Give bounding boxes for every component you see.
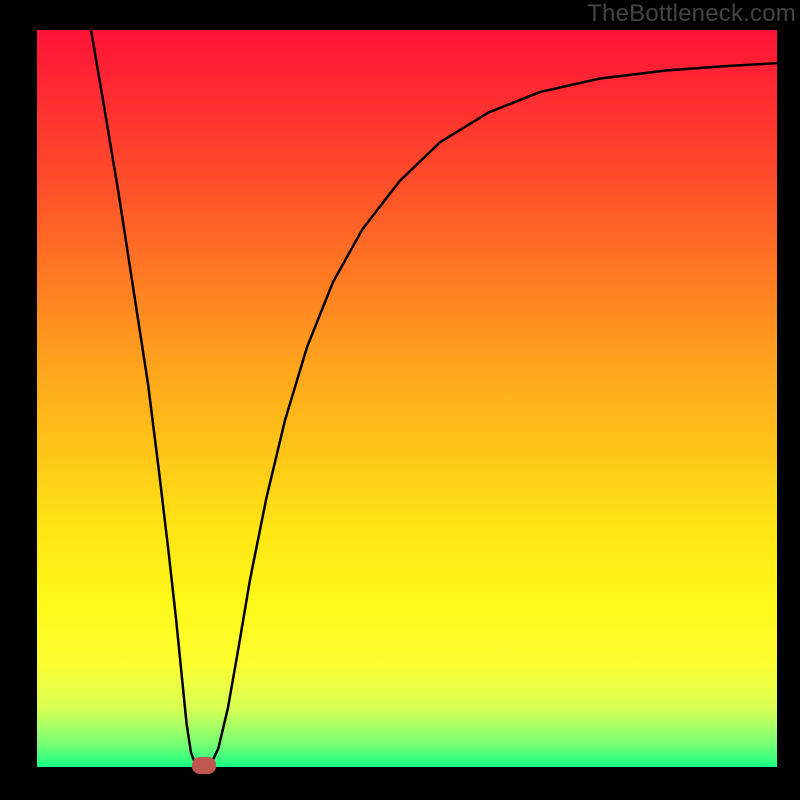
minimum-marker [192,757,216,774]
watermark-text: TheBottleneck.com [587,0,796,28]
chart-container: TheBottleneck.com [0,0,800,800]
plot-frame [37,30,777,767]
chart-background-gradient [37,30,777,767]
